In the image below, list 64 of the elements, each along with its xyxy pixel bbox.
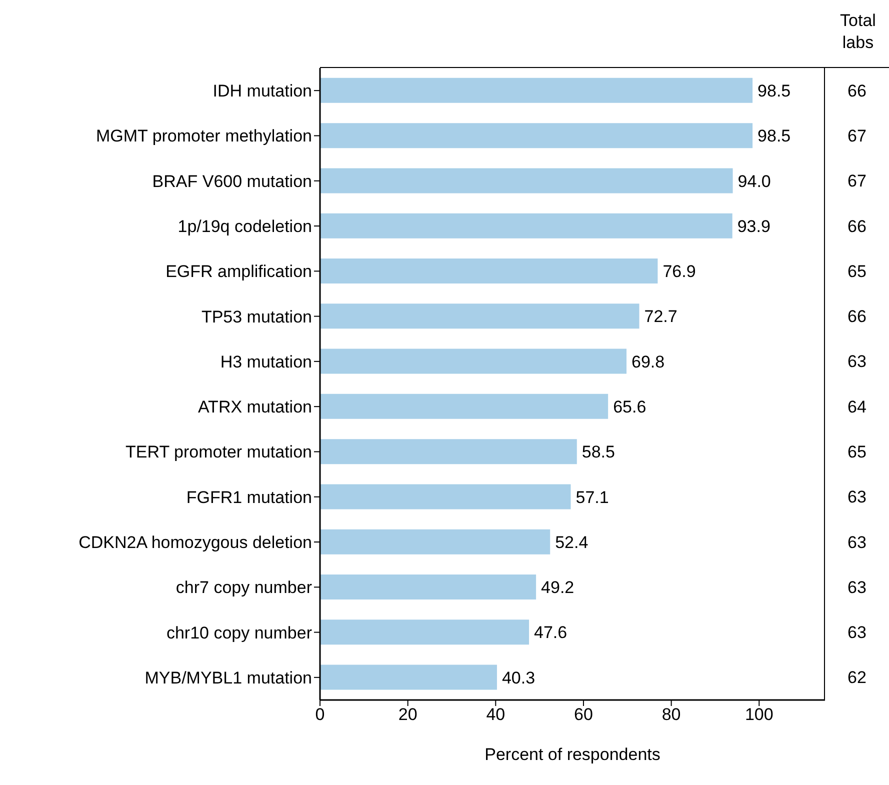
y-tick-label: 1p/19q codeletion [178, 217, 312, 236]
data-label: 57.1 [576, 488, 609, 507]
text: 66 [848, 81, 866, 100]
text: 63 [848, 352, 866, 372]
data-label: 93.9 [737, 216, 770, 236]
data-label: 76.9 [662, 262, 696, 282]
text: 66 [848, 216, 866, 236]
text: 67 [848, 126, 866, 146]
data-label: 40.3 [502, 668, 536, 688]
x-axis-title: Percent of respondents [484, 745, 660, 764]
y-tick-label: chr7 copy number [176, 578, 312, 598]
x-tick-label: 40 [486, 705, 506, 724]
y-tick-label: MGMT promoter methylation [96, 126, 312, 146]
y-tick-label: ATRX mutation [198, 398, 312, 417]
y-tick-label: CDKN2A homozygous deletion [78, 533, 312, 552]
bar [320, 574, 536, 600]
bar [320, 78, 753, 103]
bar [320, 664, 497, 690]
bar [320, 258, 658, 284]
text: 63 [848, 578, 866, 597]
text: 63 [848, 488, 866, 507]
y-tick-label: chr10 copy number [166, 623, 312, 642]
text: Total labs [839, 10, 877, 54]
text: 63 [848, 623, 866, 642]
x-tick-label: 100 [744, 705, 774, 724]
y-tick-label: TERT promoter mutation [126, 442, 312, 462]
text: 67 [848, 172, 866, 191]
data-label: 65.6 [613, 397, 646, 416]
x-tick-label: 0 [315, 705, 325, 724]
bar [320, 348, 627, 374]
data-label: 98.5 [758, 81, 791, 100]
data-label: 69.8 [632, 352, 665, 372]
y-tick-label: MYB/MYBL1 mutation [144, 668, 312, 688]
text: 62 [848, 668, 866, 688]
text: 66 [848, 307, 866, 326]
y-tick-label: EGFR amplification [166, 262, 312, 282]
data-label: 94.0 [738, 172, 771, 191]
bar [320, 439, 577, 464]
text: 64 [848, 397, 866, 416]
data-label: 47.6 [534, 623, 568, 642]
y-tick-label: H3 mutation [220, 352, 312, 372]
y-tick-label: BRAF V600 mutation [152, 172, 312, 191]
bar [320, 304, 640, 329]
data-label: 98.5 [758, 126, 791, 146]
x-tick-label: 80 [662, 705, 681, 724]
y-tick-label: IDH mutation [212, 82, 312, 101]
data-label: 72.7 [644, 307, 678, 326]
text: 65 [848, 442, 866, 462]
bar [320, 213, 732, 238]
y-tick-label: FGFR1 mutation [186, 488, 312, 507]
text: 65 [848, 262, 866, 281]
x-tick-label: 60 [574, 705, 593, 724]
data-label: 49.2 [541, 578, 574, 598]
bar [320, 620, 530, 645]
bar [320, 529, 550, 554]
bar [320, 123, 753, 148]
data-label: 52.4 [555, 532, 588, 552]
bar [320, 168, 733, 194]
bar [320, 484, 571, 510]
y-tick-label: TP53 mutation [201, 307, 312, 326]
data-label: 58.5 [582, 442, 615, 462]
x-tick-label: 20 [398, 705, 418, 724]
bar [320, 394, 608, 419]
text: 63 [848, 532, 866, 552]
